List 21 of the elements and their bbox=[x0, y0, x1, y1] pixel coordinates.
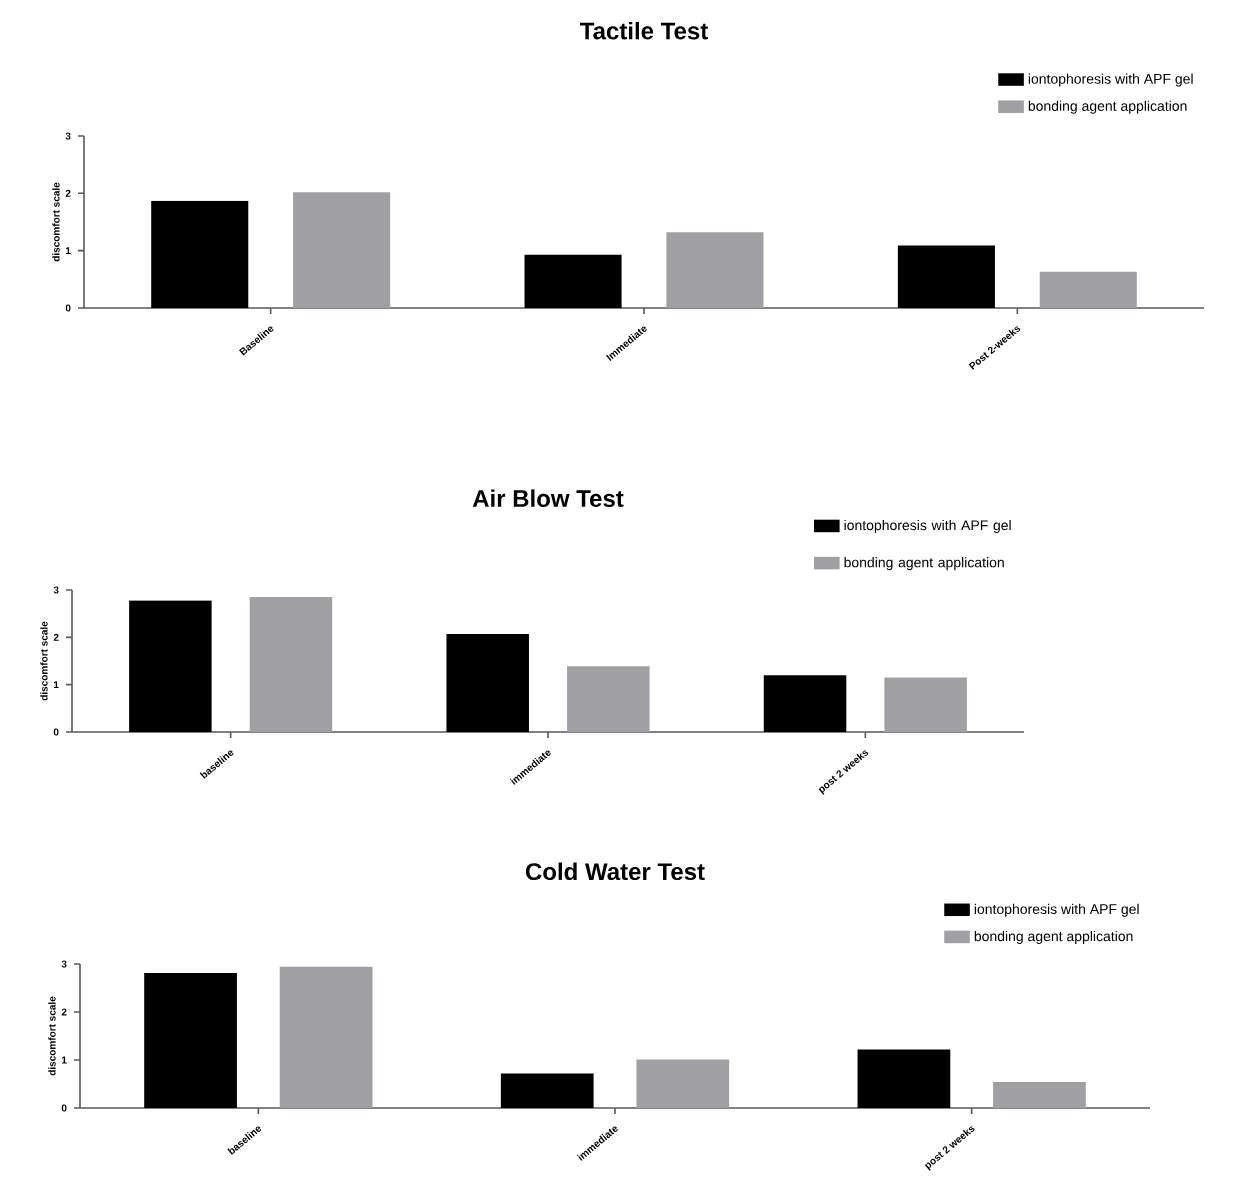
bar bbox=[1039, 271, 1137, 308]
chart-title: Tactile Test bbox=[580, 21, 708, 40]
bar bbox=[151, 200, 249, 308]
bar bbox=[524, 254, 622, 308]
bar bbox=[857, 1049, 951, 1108]
bar bbox=[884, 677, 967, 732]
chart-title: Cold Water Test bbox=[525, 862, 705, 881]
bar bbox=[279, 966, 373, 1108]
bar bbox=[993, 1082, 1086, 1108]
bar bbox=[897, 245, 995, 308]
bar bbox=[666, 232, 764, 308]
bar bbox=[129, 600, 212, 732]
bar bbox=[567, 666, 650, 732]
bar bbox=[446, 634, 529, 732]
bar bbox=[500, 1073, 594, 1108]
bar bbox=[763, 675, 847, 732]
bar bbox=[636, 1059, 730, 1108]
bar bbox=[249, 597, 333, 732]
bar bbox=[144, 973, 237, 1108]
chart-title: Air Blow Test bbox=[472, 489, 624, 508]
bar bbox=[293, 192, 391, 308]
